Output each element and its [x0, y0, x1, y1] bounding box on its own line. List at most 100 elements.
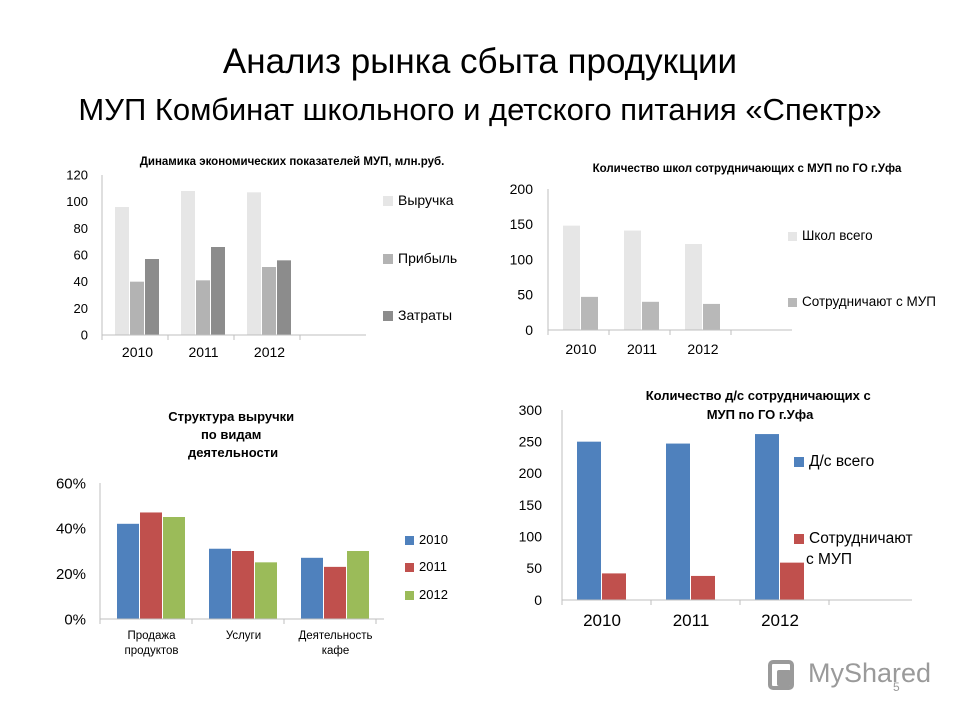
slide-title: Анализ рынка сбыта продукции — [222, 42, 738, 81]
bar-3-2 — [211, 247, 225, 335]
y-tick-label: 0% — [64, 611, 86, 628]
y-tick-label: 150 — [519, 497, 543, 513]
chart-title: Динамика экономических показателей МУП, … — [140, 156, 445, 168]
y-tick-label: 100 — [66, 194, 88, 209]
y-tick-label: 60% — [56, 475, 86, 492]
bar-3-3 — [347, 551, 369, 619]
bar-1-1 — [117, 523, 139, 619]
y-tick-label: 0 — [525, 322, 533, 338]
x-tick-label: 2010 — [565, 341, 596, 357]
bar-1-1 — [563, 225, 580, 330]
chart-title-line-3: деятельности — [188, 445, 278, 460]
bar-1-1 — [115, 207, 129, 335]
x-tick-label: Деятельность кафе — [298, 630, 372, 657]
chart-title-line-1: Структура выручки — [168, 409, 294, 424]
legend-swatch — [794, 457, 804, 467]
x-tick-label: 2011 — [627, 341, 657, 357]
bar-2-2 — [232, 551, 254, 619]
x-tick-label: 2011 — [673, 611, 710, 630]
legend-label: 2012 — [419, 587, 448, 602]
watermark-logo: MyShared — [768, 656, 938, 696]
y-tick-label: 80 — [74, 221, 88, 236]
y-tick-label: 50 — [517, 287, 533, 303]
chart-title: Количество школ сотрудничающих с МУП по … — [593, 163, 902, 175]
y-tick-label: 150 — [510, 216, 534, 232]
legend-label: Затраты — [398, 307, 452, 323]
legend-swatch — [383, 254, 393, 264]
legend-label: 2011 — [419, 559, 447, 574]
page-number: 5 — [893, 680, 900, 694]
bar-1-1 — [577, 441, 601, 600]
chart-kindergartens: Количество д/с сотрудничающих с МУП по Г… — [519, 388, 913, 630]
bar-1-3 — [685, 243, 702, 330]
legend-swatch — [383, 311, 393, 321]
legend-swatch — [405, 536, 414, 545]
bar-1-3 — [247, 192, 261, 335]
y-tick-label: 120 — [66, 168, 88, 183]
bar-3-2 — [255, 562, 277, 619]
y-tick-label: 100 — [519, 529, 543, 545]
y-tick-label: 40 — [74, 274, 88, 289]
y-tick-label: 300 — [519, 402, 543, 418]
y-tick-label: 50 — [526, 560, 542, 576]
legend-swatch — [788, 232, 797, 241]
legend-swatch — [405, 563, 414, 572]
bar-2-3 — [703, 303, 720, 330]
bar-3-1 — [145, 259, 159, 335]
y-tick-label: 200 — [519, 465, 543, 481]
y-tick-label: 40% — [56, 521, 86, 538]
legend-label: Выручка — [398, 192, 454, 208]
bar-1-2 — [666, 443, 690, 600]
bar-2-3 — [780, 562, 804, 600]
x-tick-label: Услуги — [226, 630, 261, 642]
chart-title-line-2: по видам — [201, 427, 262, 442]
chart-title-line-1: Количество д/с сотрудничающих с — [646, 388, 871, 403]
x-tick-label: 2012 — [254, 344, 285, 360]
x-tick-label: 2010 — [583, 611, 621, 630]
legend-label: 2010 — [419, 532, 448, 547]
bar-3-1 — [163, 517, 185, 619]
legend-label: Д/с всего — [809, 453, 874, 470]
y-tick-label: 200 — [510, 181, 534, 197]
legend-swatch — [788, 298, 797, 307]
bar-2-2 — [642, 301, 659, 330]
x-tick-label: 2011 — [188, 344, 218, 360]
legend-label: Сотрудничают с МУП — [802, 294, 936, 309]
legend-label: Сотрудничают с МУП — [806, 530, 913, 568]
x-tick-label: 2012 — [687, 341, 718, 357]
y-tick-label: 20 — [74, 301, 88, 316]
y-tick-label: 60 — [74, 248, 88, 263]
x-tick-label: 2012 — [761, 611, 799, 630]
bar-2-1 — [602, 573, 626, 600]
y-tick-label: 0 — [81, 328, 88, 343]
bar-1-2 — [624, 230, 641, 330]
bar-2-2 — [691, 575, 715, 600]
bar-2-3 — [262, 267, 276, 335]
y-tick-label: 0 — [534, 592, 542, 608]
legend-swatch — [383, 196, 393, 206]
legend-label: Прибыль — [398, 250, 457, 266]
y-tick-label: 100 — [510, 251, 534, 267]
bar-2-3 — [324, 566, 346, 619]
chart-title: Количество д/с сотрудничающих с МУП по Г… — [646, 388, 875, 422]
y-tick-label: 20% — [56, 566, 86, 583]
chart-title-line-2: МУП по ГО г.Уфа — [707, 407, 814, 422]
slide-subtitle: МУП Комбинат школьного и детского питани… — [78, 92, 882, 127]
logo-icon — [768, 660, 794, 690]
bar-2-1 — [140, 512, 162, 619]
bar-1-2 — [209, 548, 231, 619]
logo-text: MyShared — [808, 658, 932, 688]
bar-2-1 — [581, 296, 598, 330]
legend-swatch — [405, 591, 414, 600]
bar-1-3 — [301, 557, 323, 619]
legend-swatch — [794, 534, 804, 544]
chart-revenue-structure: Структура выручки по видам деятельности … — [56, 409, 448, 657]
y-tick-label: 250 — [519, 434, 543, 450]
bar-3-3 — [277, 260, 291, 335]
chart-title: Структура выручки по видам деятельности — [168, 409, 298, 460]
bar-1-2 — [181, 191, 195, 335]
x-tick-label: 2010 — [122, 344, 153, 360]
chart-schools: Количество школ сотрудничающих с МУП по … — [510, 163, 936, 357]
bar-2-2 — [196, 280, 210, 335]
chart-economic-indicators: Динамика экономических показателей МУП, … — [66, 156, 457, 360]
